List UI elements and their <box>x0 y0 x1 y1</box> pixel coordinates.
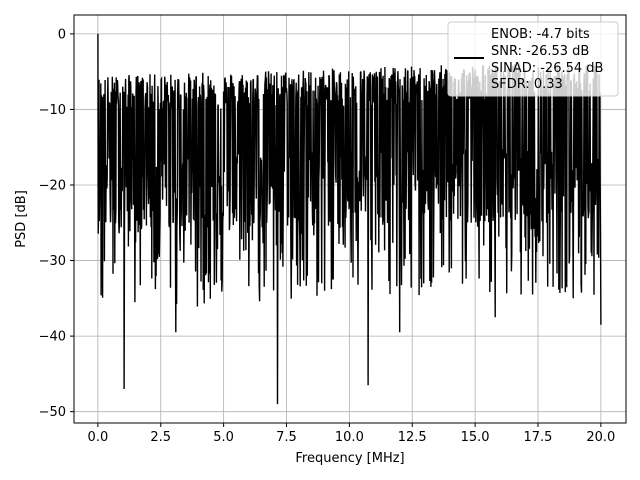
legend-box <box>447 21 619 97</box>
y-ticks: 0 −10 −20 −30 −40 −50 <box>39 27 74 420</box>
x-tick-label: 12.5 <box>398 430 427 445</box>
legend-line-snr: SNR: -26.53 dB <box>491 44 589 59</box>
y-tick-label: −20 <box>39 179 66 194</box>
legend: ENOB: -4.7 bits SNR: -26.53 dB SINAD: -2… <box>447 21 619 97</box>
legend-line-sfdr: SFDR: 0.33 <box>491 77 563 92</box>
psd-line <box>97 33 602 405</box>
x-tick-label: 7.5 <box>276 430 297 445</box>
x-tick-label: 20.0 <box>586 430 615 445</box>
x-tick-label: 10.0 <box>335 430 364 445</box>
x-tick-label: 17.5 <box>524 430 553 445</box>
y-tick-label: 0 <box>58 27 66 42</box>
x-tick-label: 0.0 <box>88 430 109 445</box>
legend-line-sinad: SINAD: -26.54 dB <box>491 61 603 76</box>
psd-series <box>97 33 602 405</box>
y-axis-label: PSD [dB] <box>14 190 29 248</box>
y-tick-label: −50 <box>39 405 66 420</box>
y-tick-label: −30 <box>39 254 66 269</box>
x-axis-label: Frequency [MHz] <box>295 451 404 466</box>
x-tick-label: 5.0 <box>213 430 234 445</box>
x-ticks: 0.0 2.5 5.0 7.5 10.0 12.5 15.0 17.5 20.0 <box>88 423 615 445</box>
plot-frame <box>73 14 627 424</box>
x-tick-label: 2.5 <box>150 430 171 445</box>
y-tick-label: −40 <box>39 330 66 345</box>
x-tick-label: 15.0 <box>461 430 490 445</box>
y-tick-label: −10 <box>39 103 66 118</box>
legend-line-enob: ENOB: -4.7 bits <box>491 27 590 42</box>
